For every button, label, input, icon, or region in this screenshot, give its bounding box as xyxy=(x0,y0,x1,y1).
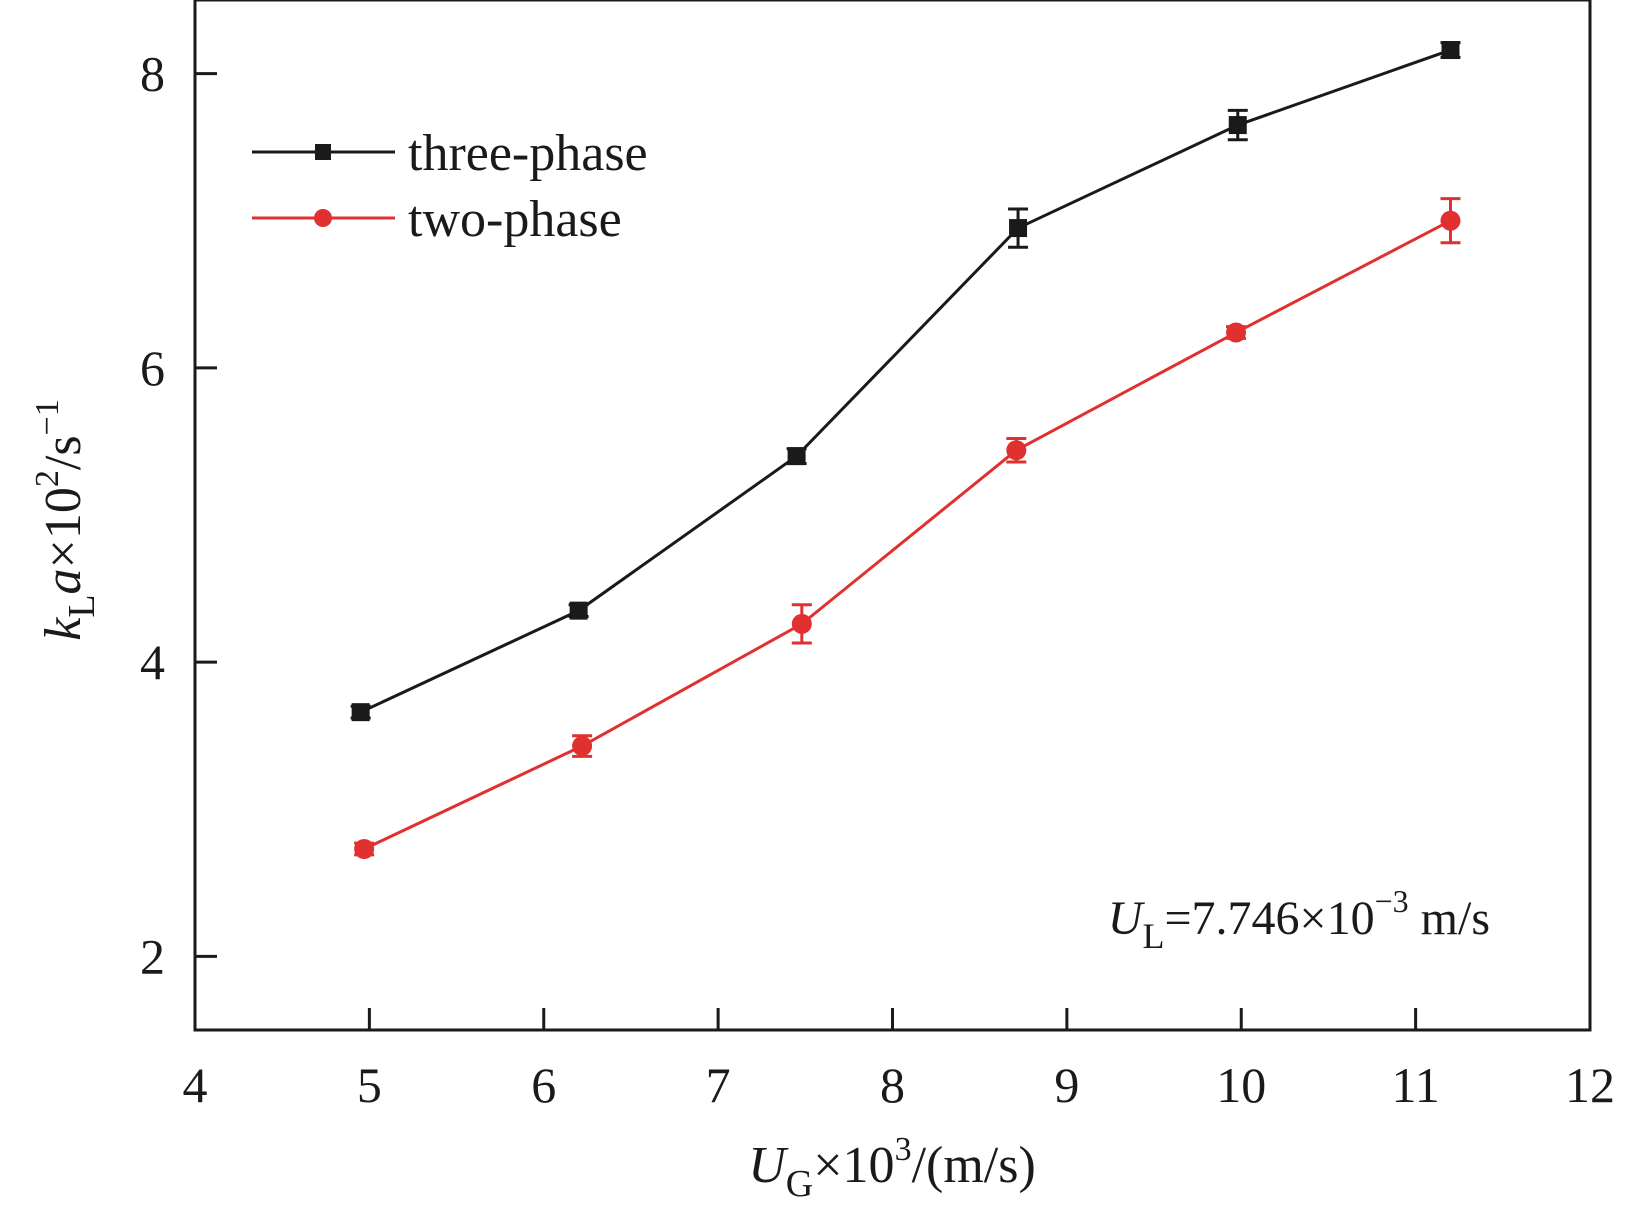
y-title-subscript: L xyxy=(61,594,103,617)
legend-marker-three-phase xyxy=(315,144,331,160)
point-two-phase-3 xyxy=(1006,440,1027,461)
x-title-unit: /(m/s) xyxy=(912,1137,1036,1194)
point-three-phase-0 xyxy=(351,703,370,722)
y-title-factor: ×10 xyxy=(35,487,92,568)
x-tick-label-12: 12 xyxy=(1565,1057,1615,1113)
x-tick-label-11: 11 xyxy=(1392,1057,1440,1113)
x-tick-label-10: 10 xyxy=(1216,1057,1266,1113)
y-axis: 2 4 6 8 xyxy=(140,46,217,984)
y-title-exponent-2: −1 xyxy=(29,399,66,435)
y-title-symbol: k xyxy=(35,617,92,641)
annotation-value: =7.746×10 xyxy=(1164,892,1374,945)
x-tick-label-5: 5 xyxy=(357,1057,382,1113)
legend-label-two-phase: two-phase xyxy=(408,191,622,248)
x-tick-label-6: 6 xyxy=(531,1057,556,1113)
y-tick-label-6: 6 xyxy=(140,340,165,396)
plot-frame xyxy=(193,0,1592,1032)
point-two-phase-4 xyxy=(1226,322,1247,343)
x-tick-label-4: 4 xyxy=(183,1057,208,1113)
x-title-factor: ×10 xyxy=(813,1137,894,1194)
y-tick-label-4: 4 xyxy=(140,634,165,690)
legend: three-phase two-phase xyxy=(252,125,648,248)
series-layer xyxy=(350,41,1461,860)
y-title-unit: /s xyxy=(35,435,92,470)
x-axis: 4 5 6 7 8 9 10 11 12 xyxy=(183,1008,1615,1113)
point-two-phase-1 xyxy=(572,736,593,757)
point-three-phase-3 xyxy=(1009,219,1028,238)
annotation-symbol: U xyxy=(1108,892,1146,945)
series-two-phase xyxy=(354,197,1461,860)
annotation-subscript: L xyxy=(1142,916,1164,956)
annotation-unit: m/s xyxy=(1409,892,1490,945)
point-two-phase-5 xyxy=(1440,210,1461,231)
point-three-phase-2 xyxy=(787,447,806,466)
x-title-exponent: 3 xyxy=(895,1131,912,1168)
y-tick-label-2: 2 xyxy=(140,928,165,984)
x-title-symbol: U xyxy=(748,1137,789,1194)
legend-label-three-phase: three-phase xyxy=(408,125,648,182)
x-title-subscript: G xyxy=(786,1163,813,1205)
y-title-variable: a xyxy=(35,568,92,594)
series-line-three-phase xyxy=(360,48,1451,714)
point-three-phase-5 xyxy=(1441,41,1460,60)
series-three-phase xyxy=(350,41,1461,722)
y-title-exponent: 2 xyxy=(29,470,66,487)
x-tick-label-7: 7 xyxy=(706,1057,731,1113)
x-tick-label-8: 8 xyxy=(880,1057,905,1113)
condition-annotation: UL=7.746×10−3 m/s xyxy=(1108,883,1490,956)
x-axis-title: UG×103/(m/s) xyxy=(748,1131,1036,1205)
point-two-phase-0 xyxy=(354,839,375,860)
y-tick-label-8: 8 xyxy=(140,46,165,102)
point-three-phase-4 xyxy=(1228,116,1247,135)
point-three-phase-1 xyxy=(569,601,588,620)
point-two-phase-2 xyxy=(791,613,812,634)
y-axis-title: kLa×102/s−1 xyxy=(29,399,103,641)
annotation-exponent: −3 xyxy=(1375,883,1409,919)
series-line-two-phase xyxy=(363,219,1452,851)
legend-marker-two-phase xyxy=(314,209,332,227)
x-tick-label-9: 9 xyxy=(1054,1057,1079,1113)
